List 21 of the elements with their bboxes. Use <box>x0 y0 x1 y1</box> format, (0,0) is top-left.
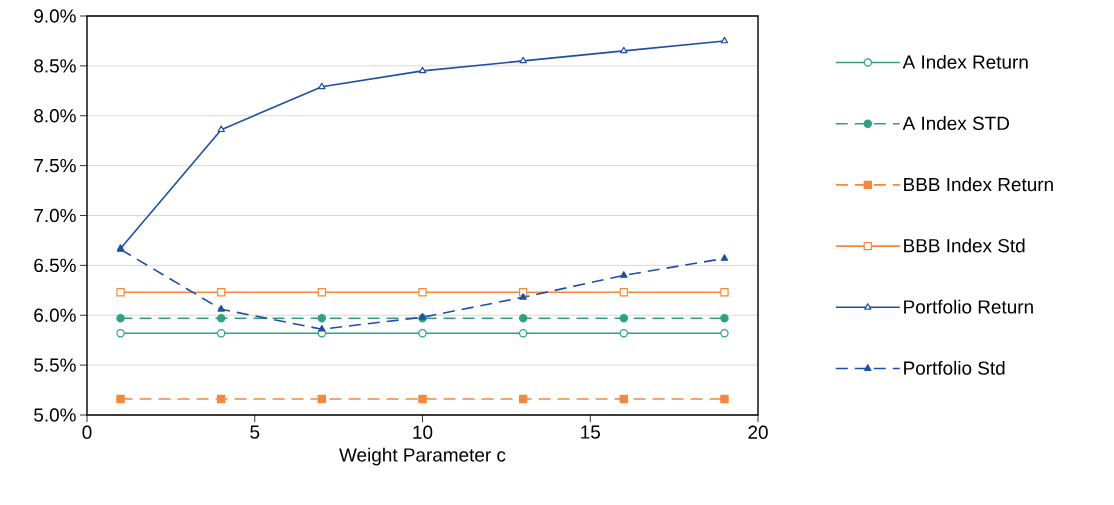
x-tick-label: 0 <box>82 425 92 439</box>
x-tick-label: 10 <box>413 425 433 439</box>
y-tick-label: 8.0% <box>34 109 76 123</box>
x-axis-title: Weight Parameter c <box>339 447 506 466</box>
x-tick-label: 5 <box>250 425 260 439</box>
y-tick-label: 7.5% <box>34 158 76 173</box>
x-tick-label: 20 <box>748 425 768 439</box>
y-tick-label: 8.5% <box>34 59 76 73</box>
y-tick-label: 9.0% <box>34 9 76 23</box>
y-tick-label: 6.5% <box>34 258 76 273</box>
legend-label: Portfolio Std <box>904 360 1005 375</box>
legend-label: BBB Index Std <box>904 238 1025 253</box>
legend-label: A Index Return <box>902 54 1028 69</box>
x-tick-label: 15 <box>581 425 600 439</box>
legend-label: Portfolio Return <box>904 299 1033 314</box>
y-tick-label: 5.5% <box>34 358 76 372</box>
y-tick-label: 7.0% <box>34 208 76 223</box>
y-tick-label: 6.0% <box>34 308 76 322</box>
legend-label: BBB Index Return <box>904 177 1053 192</box>
legend-label: A Index STD <box>902 116 1009 130</box>
y-tick-label: 5.0% <box>34 408 76 422</box>
